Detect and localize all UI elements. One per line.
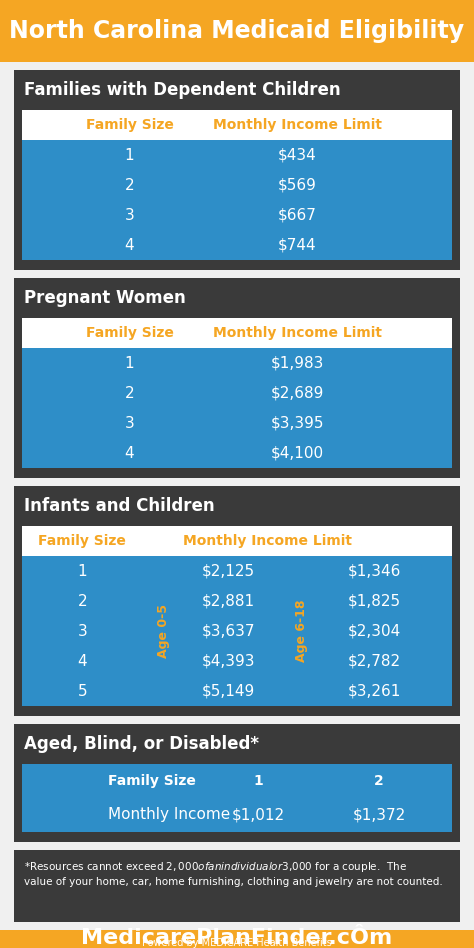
Text: Powered by MEDICARE Health Benefits: Powered by MEDICARE Health Benefits (142, 938, 332, 948)
Text: Monthly Income Limit: Monthly Income Limit (213, 118, 382, 132)
Text: *Resources cannot exceed $2,000 of an individual or $3,000 for a couple.  The
va: *Resources cannot exceed $2,000 of an in… (24, 860, 443, 887)
Text: MedicarePlanFinder.cÔm: MedicarePlanFinder.cÔm (82, 927, 392, 948)
Text: $2,782: $2,782 (348, 653, 401, 668)
Text: $3,637: $3,637 (201, 624, 255, 639)
Bar (22, 140, 452, 170)
Text: Family Size: Family Size (86, 118, 173, 132)
Text: Family Size: Family Size (108, 774, 196, 788)
Bar (22, 438, 452, 468)
Text: Family Size: Family Size (38, 534, 126, 548)
Text: 1: 1 (125, 356, 134, 371)
Text: $4,393: $4,393 (201, 653, 255, 668)
Text: Monthly Income Limit: Monthly Income Limit (213, 326, 382, 340)
Bar (22, 378, 452, 408)
Bar (22, 586, 452, 616)
Bar (22, 318, 452, 348)
Text: $1,983: $1,983 (271, 356, 324, 371)
Text: 3: 3 (125, 208, 134, 223)
Bar (14, 70, 460, 270)
Bar (14, 850, 460, 922)
Text: 1: 1 (254, 774, 264, 788)
Text: Family Size: Family Size (86, 326, 173, 340)
Text: $1,012: $1,012 (232, 808, 285, 823)
Text: $1,346: $1,346 (348, 563, 401, 578)
Bar (14, 278, 460, 478)
Text: 2: 2 (125, 177, 134, 192)
Text: $5,149: $5,149 (202, 684, 255, 699)
Bar (22, 348, 452, 378)
Bar (22, 798, 452, 832)
Text: 4: 4 (125, 238, 134, 252)
Text: Families with Dependent Children: Families with Dependent Children (24, 81, 341, 99)
Text: Age 6-18: Age 6-18 (295, 600, 308, 663)
Bar (22, 408, 452, 438)
Text: $569: $569 (278, 177, 317, 192)
Text: Pregnant Women: Pregnant Women (24, 289, 186, 307)
Bar (0, 930, 474, 948)
Bar (22, 526, 452, 556)
Bar (22, 170, 452, 200)
Text: $3,395: $3,395 (271, 415, 324, 430)
Text: $1,825: $1,825 (348, 593, 401, 609)
Text: $1,372: $1,372 (352, 808, 406, 823)
Text: $744: $744 (278, 238, 317, 252)
Text: 1: 1 (125, 148, 134, 162)
Text: $3,261: $3,261 (348, 684, 401, 699)
Text: $667: $667 (278, 208, 317, 223)
Bar (22, 676, 452, 706)
Text: North Carolina Medicaid Eligibility: North Carolina Medicaid Eligibility (9, 19, 465, 43)
Text: $2,125: $2,125 (202, 563, 255, 578)
Text: 3: 3 (125, 415, 134, 430)
Text: 4: 4 (125, 446, 134, 461)
Bar (22, 646, 452, 676)
Bar (22, 556, 452, 586)
Text: $4,100: $4,100 (271, 446, 324, 461)
Text: 1: 1 (77, 563, 87, 578)
Text: 4: 4 (77, 653, 87, 668)
Bar (14, 724, 460, 842)
Text: Aged, Blind, or Disabled*: Aged, Blind, or Disabled* (24, 735, 259, 753)
Bar (22, 764, 452, 798)
Text: 2: 2 (374, 774, 384, 788)
Text: 5: 5 (77, 684, 87, 699)
Bar (22, 200, 452, 230)
Text: $434: $434 (278, 148, 317, 162)
Bar (0, 0, 474, 62)
Bar (22, 110, 452, 140)
Text: 3: 3 (77, 624, 87, 639)
Text: 2: 2 (77, 593, 87, 609)
Bar (22, 616, 452, 646)
Text: Monthly Income: Monthly Income (108, 808, 230, 823)
Text: $2,304: $2,304 (348, 624, 401, 639)
Text: Age 0-5: Age 0-5 (157, 604, 170, 658)
Text: $2,689: $2,689 (271, 386, 324, 400)
Text: Infants and Children: Infants and Children (24, 497, 215, 515)
Text: 2: 2 (125, 386, 134, 400)
Text: Monthly Income Limit: Monthly Income Limit (182, 534, 352, 548)
Bar (14, 486, 460, 716)
Bar (22, 230, 452, 260)
Text: $2,881: $2,881 (202, 593, 255, 609)
